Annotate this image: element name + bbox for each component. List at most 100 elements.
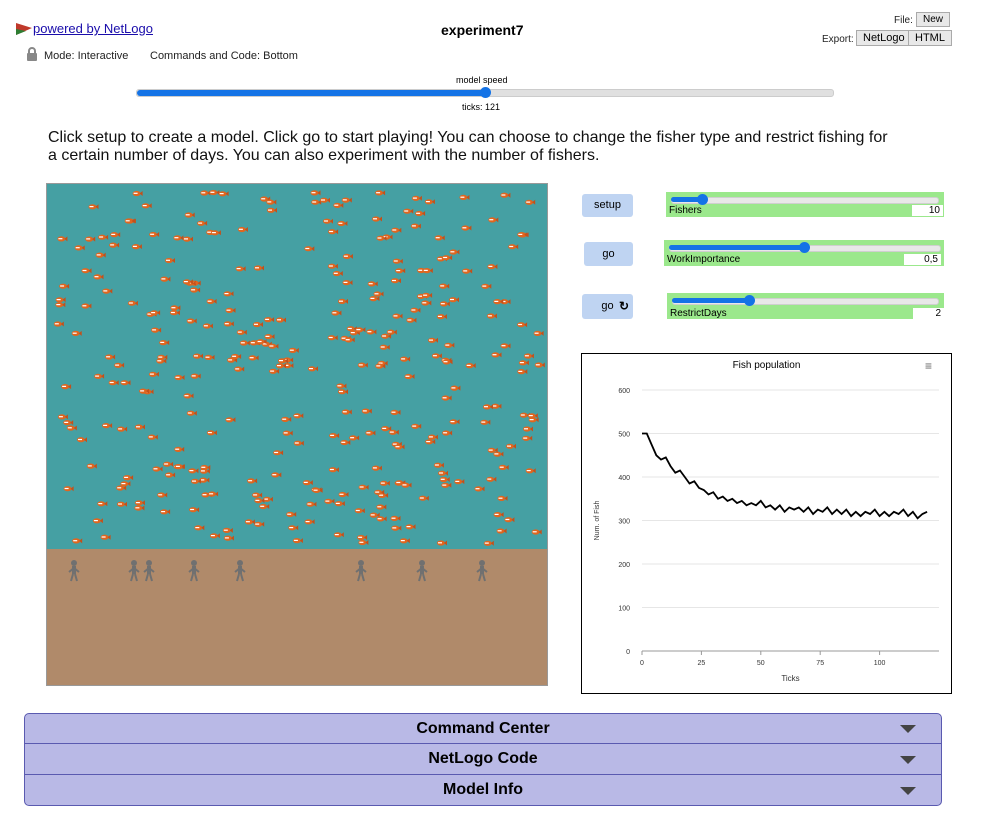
model-info-section[interactable]: Model Info [24, 774, 942, 806]
work-importance-slider[interactable]: WorkImportance 0,5 [664, 240, 944, 266]
fish-agent [525, 199, 536, 205]
fish-agent [95, 252, 106, 258]
fish-population-plot[interactable]: Fish population ≡ 0 100 200 300 400 500 600 0 25… [581, 353, 952, 694]
fisher-agent [188, 560, 200, 582]
fish-agent [508, 244, 519, 250]
fish-agent [392, 258, 403, 264]
fishers-slider-track[interactable] [671, 197, 939, 204]
fish-agent [268, 343, 279, 349]
fishers-slider-handle[interactable] [697, 194, 708, 205]
fish-agent [483, 404, 493, 410]
x-tick-label: 100 [874, 660, 886, 667]
fish-agent [391, 227, 402, 233]
go-forever-button[interactable]: go ↻ [582, 294, 633, 319]
fish-agent [208, 491, 219, 497]
fish-agent [334, 501, 345, 507]
fish-agent [135, 424, 145, 430]
command-center-section[interactable]: Command Center [24, 713, 942, 744]
world-canvas[interactable] [47, 184, 547, 685]
fish-agent [424, 199, 435, 205]
fish-agent [186, 410, 197, 416]
fish-agent [493, 451, 504, 457]
hamburger-icon[interactable]: ≡ [925, 359, 933, 373]
fish-agent [480, 419, 491, 425]
fisher-agent [234, 560, 246, 582]
fish-agent [66, 425, 77, 431]
export-html-button[interactable]: HTML [908, 30, 952, 46]
model-description: Click setup to create a model. Click go … [48, 129, 888, 164]
fish-agent [85, 236, 96, 242]
fish-agent [105, 354, 116, 360]
chevron-down-icon[interactable] [900, 787, 916, 795]
fish-agent [442, 255, 453, 261]
restrict-days-slider-value[interactable]: 2 [913, 308, 944, 319]
fisher-agent [128, 560, 140, 582]
fish-agent [237, 226, 248, 233]
x-tick-label: 50 [757, 660, 765, 667]
go-once-button[interactable]: go [584, 242, 633, 266]
world-view[interactable] [46, 183, 548, 686]
fish-agent [481, 283, 492, 289]
plot-title: Fish population [732, 360, 801, 371]
fish-agent [331, 310, 342, 316]
fish-agent [491, 352, 502, 358]
fish-agent [388, 429, 399, 435]
fish-agent [358, 484, 369, 490]
fish-agent [459, 194, 470, 200]
fish-agent [174, 464, 185, 470]
fish-agent [306, 501, 317, 507]
fish-agent [441, 482, 452, 488]
fish-agent [88, 204, 99, 210]
work-importance-slider-value[interactable]: 0,5 [904, 254, 941, 265]
fishers-slider-value[interactable]: 10 [912, 205, 943, 216]
fish-agent [264, 317, 275, 323]
fish-agent [462, 268, 473, 274]
plot-canvas: 0 100 200 300 400 500 600 0 25 50 75 100 Ticks Num. o… [594, 388, 939, 683]
fish-agent [323, 218, 333, 224]
command-center-label: Command Center [416, 720, 550, 737]
fish-agent [357, 534, 368, 541]
new-button[interactable]: New [916, 12, 951, 27]
fish-agent [361, 408, 372, 414]
fishers-slider[interactable]: Fishers 10 [666, 192, 944, 217]
fish-agent [354, 508, 365, 514]
setup-button-label: setup [594, 199, 621, 211]
fish-agent [517, 232, 528, 238]
fish-agent [355, 327, 366, 333]
chevron-down-icon[interactable] [900, 725, 916, 733]
fish-agent [120, 481, 131, 487]
fish-agent [500, 192, 511, 198]
setup-button[interactable]: setup [582, 194, 633, 217]
fish-agent [157, 492, 168, 498]
restrict-days-slider[interactable]: RestrictDays 2 [667, 293, 944, 319]
export-netlogo-button[interactable]: NetLogo [856, 30, 912, 46]
fish-agent [410, 223, 421, 229]
fish-agent [522, 435, 533, 441]
fish-agent [110, 232, 121, 238]
lock-icon[interactable] [26, 47, 38, 67]
fish-agent [254, 498, 265, 504]
fish-agent [259, 503, 270, 510]
fish-agent [200, 190, 211, 196]
fish-agent [248, 355, 259, 361]
work-importance-slider-handle[interactable] [799, 242, 810, 253]
fish-agent [256, 339, 267, 345]
fish-agent [183, 236, 193, 242]
fish-agent [450, 385, 461, 391]
fish-agent [391, 278, 401, 284]
fish-agent [282, 430, 293, 436]
restrict-days-slider-handle[interactable] [744, 295, 755, 306]
x-tick-label: 25 [698, 660, 706, 667]
netlogo-code-section[interactable]: NetLogo Code [24, 743, 942, 775]
chevron-down-icon[interactable] [900, 756, 916, 764]
fish-agent [77, 437, 87, 443]
fish-agent [109, 242, 120, 248]
fish-agent [292, 538, 303, 544]
y-tick-label: 400 [618, 475, 630, 482]
powered-by-link[interactable]: powered by NetLogo [33, 21, 153, 36]
fish-agent [427, 434, 438, 440]
fish-agent [367, 281, 378, 287]
fish-agent [81, 268, 92, 274]
model-speed-handle[interactable] [480, 87, 491, 98]
commands-position-label[interactable]: Commands and Code: Bottom [150, 50, 298, 62]
